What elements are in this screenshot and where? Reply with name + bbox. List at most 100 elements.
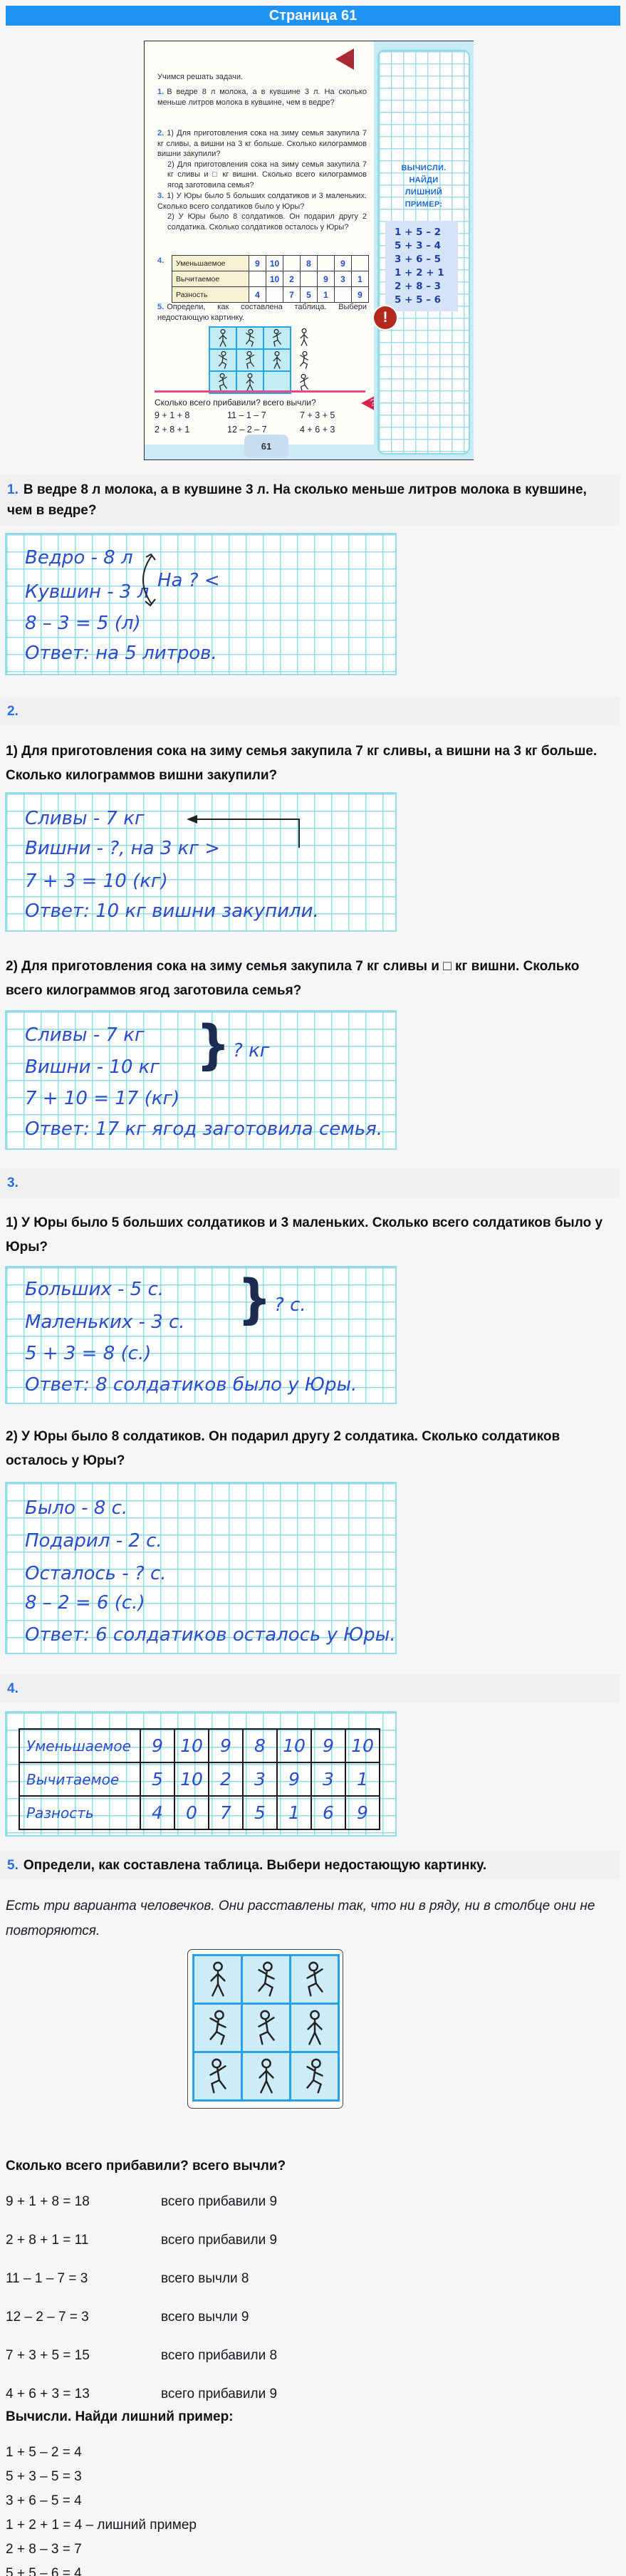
added-item: 2 + 8 + 1 = 11 всего прибавили 9 [6, 2233, 277, 2248]
table-cell: 1 [351, 271, 369, 287]
textbook-problem-5: 5. Определи, как составлена таблица. Выбе… [157, 302, 367, 323]
row-label: Разность [19, 1795, 141, 1830]
textbook-footer-question: Сколько всего прибавили? всего вычли? [155, 398, 316, 407]
problem-number: 5. [157, 303, 165, 311]
problem-number: 1. [157, 88, 165, 96]
added-item: 11 – 1 – 7 = 3 всего вычли 8 [6, 2271, 277, 2287]
table-row: Вычитаемое 10 2 9 3 1 [172, 271, 369, 287]
grid-cell [291, 1956, 338, 2003]
section-number: 4. [7, 1681, 19, 1696]
stickman-icon [204, 2009, 231, 2047]
solution-line: Ведро - 8 л [25, 547, 133, 568]
sidebar-title: ВЫЧИСЛИ. НАЙДИ ЛИШНИЙ ПРИМЕР: [401, 164, 447, 209]
subsection-heading: 1) Для приготовления сока на зиму семья … [6, 744, 598, 783]
row-label: Вычитаемое [172, 271, 249, 287]
grid-cell [194, 1956, 241, 2003]
stickman-options [297, 328, 311, 393]
section-number: 2. [7, 704, 19, 719]
textbook-sidebar: ВЫЧИСЛИ. НАЙДИ ЛИШНИЙ ПРИМЕР: 1 + 5 – 2 5… [374, 41, 474, 459]
table-cell: 7 [283, 286, 301, 303]
textbook-problem-2: 2. 1) Для приготовления сока на зиму семь… [157, 128, 367, 191]
page-number-tab: 61 [244, 435, 288, 458]
solution-line: 7 + 10 = 17 (кг) [25, 1088, 180, 1109]
table-cell: 9 [311, 1728, 346, 1763]
solution-line: Кувшин - 3 л [25, 581, 150, 603]
table-cell: 10 [174, 1762, 209, 1797]
table-cell: 10 [345, 1728, 380, 1763]
expression: 9 + 1 + 8 = 18 [6, 2194, 90, 2209]
table-cell: 4 [249, 286, 266, 303]
textbook-intro: Учимся решать задачи. [157, 73, 244, 81]
table-cell: 9 [276, 1762, 312, 1797]
section-5-heading: 5. Определи, как составлена таблица. Выбе… [0, 1851, 620, 1880]
problem-text: Определи, как составлена таблица. Выбери… [157, 303, 367, 322]
table-row: Уменьшаемое 9 10 8 9 [172, 255, 369, 271]
odd-item: 2 + 8 – 3 = 7 [6, 2542, 82, 2557]
grid-cell [264, 350, 290, 370]
table-cell: 2 [283, 271, 301, 287]
grid-cell [291, 2005, 338, 2051]
stickman-icon [297, 350, 311, 370]
table-cell: 3 [334, 271, 352, 287]
brace-label: ? с. [274, 1294, 306, 1316]
expression-note: всего прибавили 9 [161, 2387, 278, 2401]
grid-cell [291, 2053, 338, 2099]
expression: 11 – 1 – 7 = 3 [6, 2271, 88, 2286]
example-expression: 5 + 5 – 6 [395, 294, 442, 306]
worksheet-block-2-2: Сливы - 7 кг Вишни - 10 кг 7 + 10 = 17 (… [5, 1010, 397, 1150]
section-5-note: Есть три варианта человечков. Они расста… [6, 1899, 595, 1938]
grid-cell [194, 2053, 241, 2099]
brace-icon: } [196, 1014, 231, 1076]
divider [155, 390, 365, 393]
table-cell: 6 [311, 1795, 346, 1830]
solution-line: Было - 8 с. [25, 1497, 128, 1519]
table-cell: 7 [208, 1795, 244, 1830]
table-cell: 9 [351, 286, 369, 303]
table-cell: 9 [345, 1795, 380, 1830]
problem-text: 1) Для приготовления сока на зиму семья … [157, 129, 367, 159]
table-cell: 9 [334, 255, 352, 271]
solution-line: 5 + 3 = 8 (с.) [25, 1343, 152, 1364]
problem-number: 3. [157, 192, 165, 200]
stickman-grid [209, 326, 291, 394]
expression: 4 + 6 + 3 = 13 [6, 2387, 90, 2401]
table-cell: 10 [276, 1728, 312, 1763]
odd-item: 5 + 3 – 5 = 3 [6, 2469, 82, 2484]
grid-cell [237, 328, 263, 348]
odd-item: 5 + 5 – 6 = 4 [6, 2566, 82, 2576]
grid-cell [237, 372, 263, 393]
worksheet-block-3-1: Больших - 5 с. Маленьких - 3 с. 5 + 3 = … [5, 1266, 397, 1404]
grid-cell-empty [264, 372, 290, 393]
stickman-answer-box [187, 1949, 343, 2109]
back-triangle-icon [335, 48, 354, 70]
expression: 9 + 1 + 8 [155, 410, 190, 420]
table-cell: 9 [208, 1728, 244, 1763]
table-cell: 3 [242, 1762, 278, 1797]
stickman-icon [243, 350, 257, 370]
table-cell: 1 [345, 1762, 380, 1797]
table-row: Уменьшаемое 9 10 9 8 10 9 10 [19, 1728, 380, 1763]
table-cell [266, 286, 283, 303]
arrow-label: На ? < [157, 570, 220, 591]
solution-line: Ответ: 17 кг ягод заготовила семья. [25, 1118, 383, 1140]
expression: 11 – 1 – 7 [227, 410, 266, 420]
problem-number: 2. [157, 129, 165, 137]
section-number: 3. [7, 1175, 19, 1190]
solution-line: Сливы - 7 кг [25, 1024, 145, 1046]
stickman-icon [216, 350, 230, 370]
table-cell: 4 [140, 1795, 175, 1830]
example-expression: 2 + 8 – 3 [395, 281, 442, 292]
worksheet-block-1: Ведро - 8 л Кувшин - 3 л 8 – 3 = 5 (л) О… [5, 533, 397, 675]
section-3-heading: 3. [0, 1168, 620, 1198]
sidebar-examples: 1 + 5 – 2 5 + 3 – 4 3 + 6 – 5 1 + 2 + 1 2 + … [385, 221, 458, 311]
solution-line: Больших - 5 с. [25, 1279, 165, 1300]
grid-cell [194, 2005, 241, 2051]
table-cell [249, 271, 266, 287]
odd-item: 3 + 6 – 5 = 4 [6, 2493, 82, 2508]
grid-cell [237, 350, 263, 370]
grid-cell [210, 350, 236, 370]
expression: 7 + 3 + 5 [300, 410, 335, 420]
